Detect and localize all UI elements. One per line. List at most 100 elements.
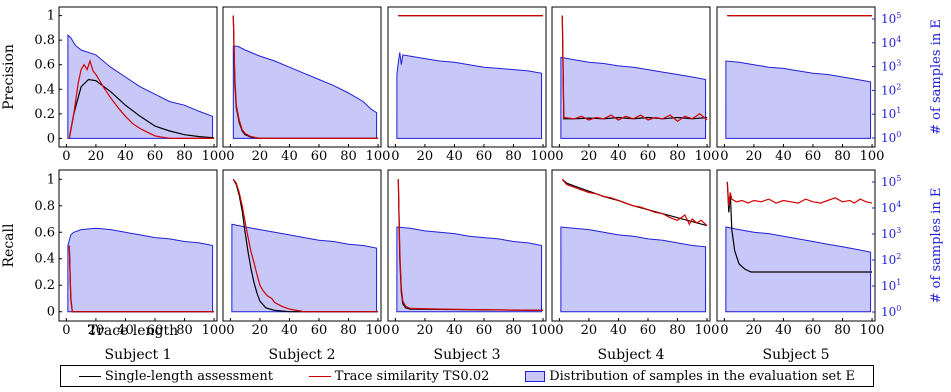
panel-frame: [716, 6, 876, 148]
panel-r0-c3: [551, 6, 711, 148]
panel-frame: [387, 169, 547, 322]
y-right-tick-label: 100: [881, 304, 901, 319]
y-tick-label: 0.8: [34, 33, 55, 48]
single-length-line: [232, 179, 378, 313]
panel-r0-c4: [716, 6, 876, 148]
y-right-tick-label: 103: [881, 59, 901, 74]
legend-label-single-length: Single-length assessment: [104, 368, 273, 384]
x-tick-label: 40: [281, 149, 298, 164]
y-right-tick-label: 102: [881, 82, 901, 97]
x-tick-label: 0: [555, 323, 563, 338]
row-label: Precision: [1, 44, 17, 110]
y-tick-label: 0.6: [34, 225, 55, 240]
x-tick-label: 100: [366, 149, 391, 164]
trace-similarity-line: [68, 245, 214, 313]
subject-caption: Subject 5: [762, 347, 829, 363]
x-tick-label: 100: [531, 323, 556, 338]
single-length-line: [68, 78, 215, 139]
x-tick-label: 100: [202, 149, 227, 164]
panel-frame: [222, 169, 382, 322]
x-tick-label: 0: [391, 323, 399, 338]
x-tick-label: 100: [531, 149, 556, 164]
y-right-axis-label: # of samples in E: [929, 188, 944, 304]
y-tick-label: 0.8: [34, 199, 55, 214]
distribution-area: [67, 227, 214, 313]
x-tick-label: 80: [505, 149, 522, 164]
panel-frame: [222, 6, 382, 148]
x-tick-label: 60: [476, 149, 493, 164]
subject-caption: Subject 4: [597, 347, 664, 363]
x-tick-label: 40: [117, 323, 134, 338]
distribution-area: [396, 226, 543, 313]
x-tick-label: 0: [226, 149, 234, 164]
panel-r1-c0: [58, 169, 218, 322]
panel-r0-c0: [58, 6, 218, 148]
distribution-area: [232, 45, 378, 139]
x-tick-label: 60: [311, 323, 328, 338]
x-tick-label: 60: [640, 149, 657, 164]
x-tick-label: 20: [581, 149, 598, 164]
legend-label-distribution: Distribution of samples in the evaluatio…: [549, 368, 856, 384]
x-tick-label: 80: [340, 323, 357, 338]
x-tick-label: 0: [226, 323, 234, 338]
single-length-line: [561, 178, 708, 227]
distribution-area: [231, 223, 378, 313]
x-tick-label: 20: [88, 323, 105, 338]
x-tick-label: 60: [147, 149, 164, 164]
x-tick-label: 40: [446, 323, 463, 338]
distribution-area: [725, 226, 872, 313]
x-tick-label: 40: [117, 149, 134, 164]
subject-caption: Subject 3: [433, 347, 500, 363]
panel-r1-c3: [551, 169, 711, 322]
y-tick-label: 0.4: [34, 252, 55, 267]
panel-frame: [58, 6, 218, 148]
x-tick-label: 40: [775, 149, 792, 164]
y-tick-label: 0.4: [34, 82, 55, 97]
x-tick-label: 0: [720, 149, 728, 164]
distribution-area: [560, 56, 707, 139]
distribution-area: [396, 52, 543, 139]
x-tick-label: 40: [610, 149, 627, 164]
y-tick-label: 0: [47, 305, 55, 320]
distribution-area: [67, 34, 214, 139]
distribution-area: [560, 226, 707, 313]
subject-caption: Subject 1: [104, 347, 171, 363]
x-tick-label: 100: [202, 323, 227, 338]
y-right-tick-label: 103: [881, 226, 901, 241]
subject-caption: Subject 2: [268, 347, 335, 363]
x-tick-label: 60: [640, 323, 657, 338]
panel-frame: [716, 169, 876, 322]
row-label: Recall: [1, 223, 17, 267]
y-tick-label: 1: [47, 9, 55, 24]
x-tick-label: 100: [366, 323, 391, 338]
y-right-tick-label: 105: [881, 174, 901, 189]
legend-item-trace-similarity: Trace similarity TS0.02: [308, 369, 489, 384]
y-tick-label: 0.2: [34, 107, 55, 122]
x-axis-label: Trace length: [88, 323, 178, 339]
x-tick-label: 100: [695, 323, 720, 338]
x-tick-label: 40: [775, 323, 792, 338]
x-tick-label: 80: [669, 323, 686, 338]
panel-frame: [551, 6, 711, 148]
y-right-tick-label: 101: [881, 278, 901, 293]
distribution-area: [725, 60, 872, 139]
trace-similarity-line: [726, 181, 873, 206]
panel-frame: [387, 6, 547, 148]
y-tick-label: 0.2: [34, 278, 55, 293]
x-tick-label: 0: [62, 323, 70, 338]
trace-similarity-line: [397, 179, 544, 311]
panel-r1-c1: [222, 169, 382, 322]
panel-r0-c1: [222, 6, 382, 148]
x-tick-label: 60: [805, 323, 822, 338]
y-right-tick-label: 105: [881, 11, 901, 26]
x-tick-label: 100: [860, 323, 885, 338]
x-tick-label: 80: [176, 323, 193, 338]
x-tick-label: 60: [147, 323, 164, 338]
y-tick-label: 1: [47, 172, 55, 187]
y-right-tick-label: 101: [881, 106, 901, 121]
x-tick-label: 60: [311, 149, 328, 164]
panel-r1-c2: [387, 169, 547, 322]
x-tick-label: 80: [834, 323, 851, 338]
